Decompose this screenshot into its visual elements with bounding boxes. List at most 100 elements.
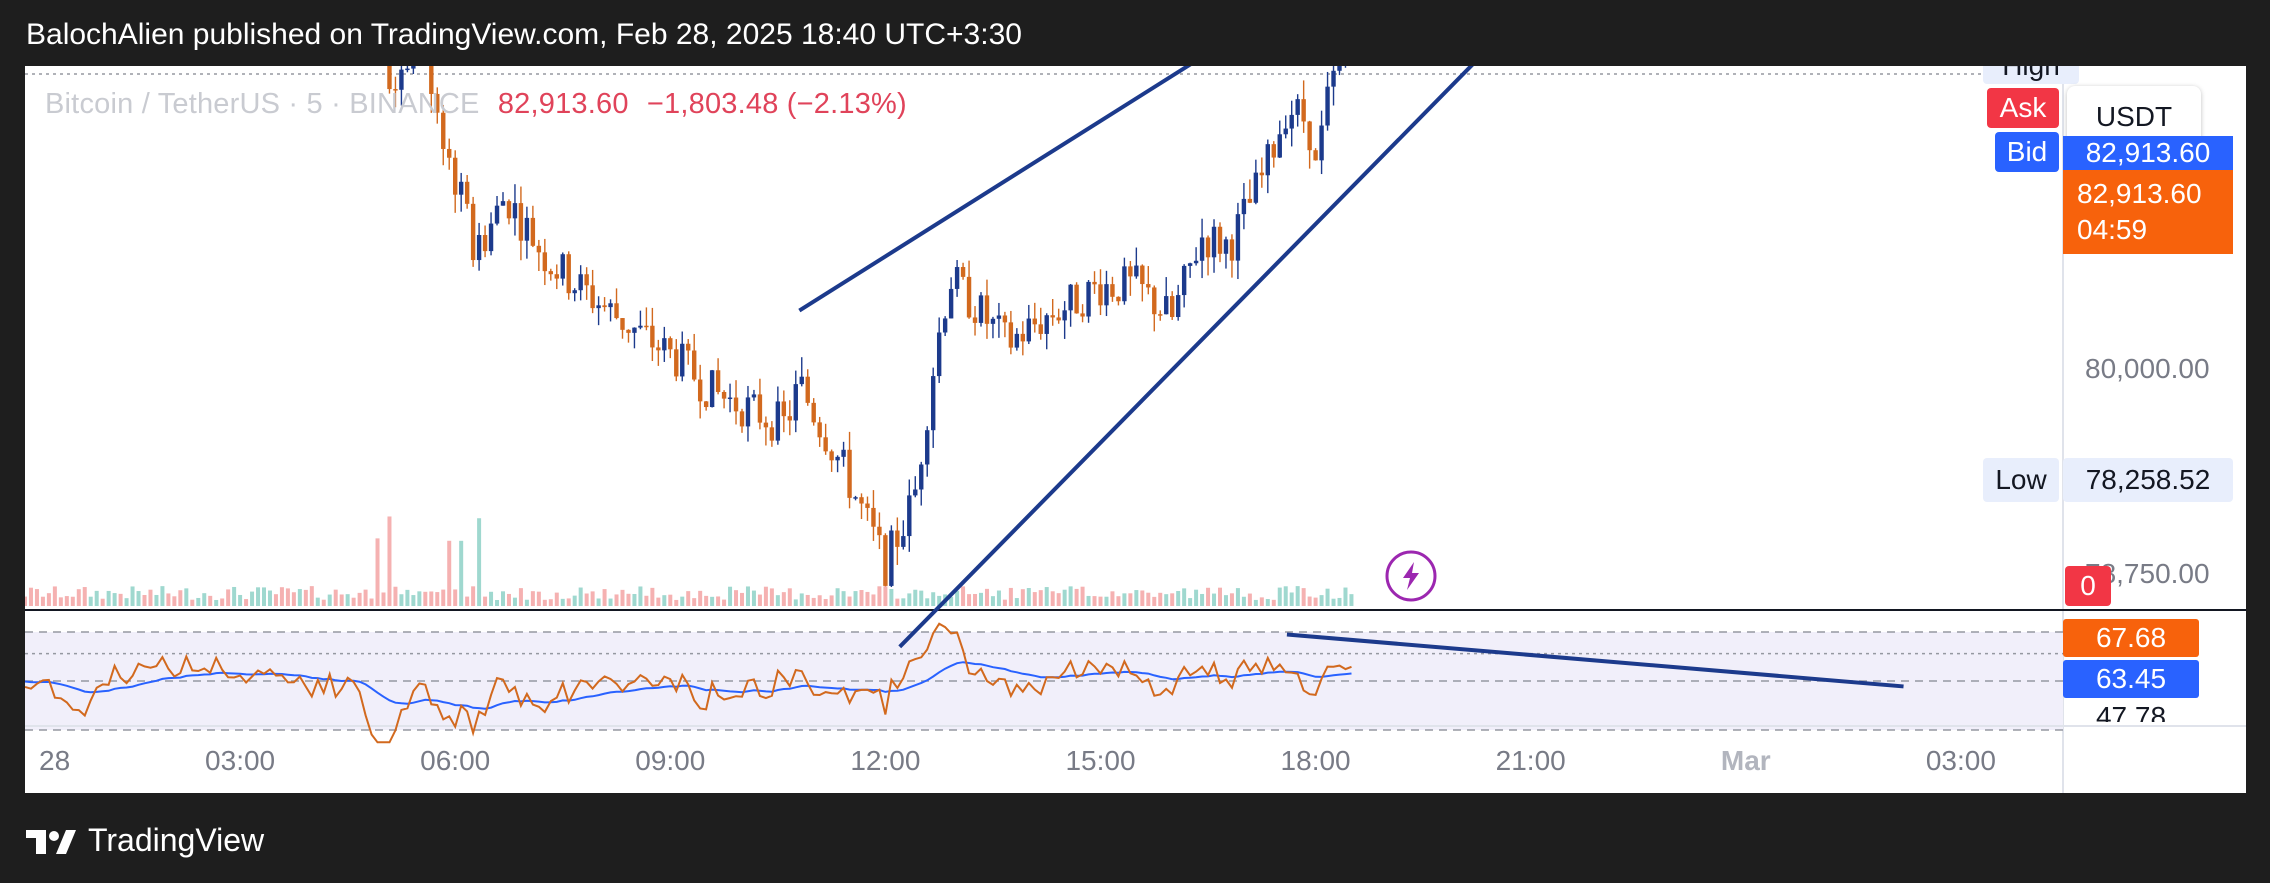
volume-bar	[973, 593, 978, 606]
volume-bar	[859, 590, 864, 606]
candle-body	[727, 397, 733, 400]
candle-body	[1116, 296, 1121, 302]
volume-bar	[357, 592, 362, 606]
volume-bar	[1110, 591, 1115, 606]
volume-bar	[925, 598, 930, 606]
volume-bar	[483, 596, 488, 606]
volume-bar	[955, 590, 960, 606]
volume-bar	[524, 599, 529, 606]
candle-body	[883, 535, 888, 586]
volume-bar	[1032, 592, 1037, 606]
volume-bar	[1307, 596, 1312, 606]
volume-bar	[333, 589, 338, 606]
candle-body	[1140, 265, 1145, 285]
chart-container[interactable]: 80,000.00 78,750.00 28 03:00 06:00 09:00 12:00…	[25, 66, 2246, 793]
volume-bar	[931, 592, 936, 606]
volume-bar	[578, 587, 583, 606]
candle-body	[536, 245, 542, 253]
trendline[interactable]	[798, 66, 1932, 313]
candle-body	[566, 254, 571, 294]
candle-body	[494, 205, 500, 224]
price-tick-label: 80,000.00	[2085, 353, 2210, 384]
volume-bar	[1122, 593, 1127, 606]
volume-bar	[1074, 588, 1079, 606]
last-price-value: 82,913.60	[2077, 178, 2202, 209]
volume-bar	[112, 593, 117, 606]
volume-bar	[142, 594, 147, 606]
candle-body	[901, 536, 906, 547]
volume-bar	[1283, 586, 1288, 606]
volume-bar	[823, 599, 828, 606]
volume-bar	[303, 589, 308, 606]
volume-bar	[590, 591, 595, 606]
candle-body	[530, 217, 536, 246]
volume-bar	[196, 597, 201, 606]
volume-bar	[130, 586, 135, 606]
legend-symbol[interactable]: Bitcoin / TetherUS · 5 · BINANCE	[45, 88, 480, 120]
trendline[interactable]	[898, 66, 1932, 649]
candle-body	[1050, 315, 1055, 318]
volume-bar	[1044, 587, 1049, 606]
candle-body	[1110, 284, 1115, 297]
candle-body	[1098, 284, 1103, 306]
volume-bar	[548, 599, 553, 606]
candle-body	[751, 394, 757, 398]
candle-body	[817, 422, 822, 438]
candle-body	[799, 376, 804, 385]
volume-bar	[339, 594, 344, 606]
volume-bar	[751, 590, 756, 606]
volume-bar	[202, 593, 207, 606]
volume-bar	[716, 596, 721, 606]
volume-bar	[1206, 587, 1211, 606]
candle-body	[847, 449, 852, 498]
volume-bar	[495, 599, 500, 606]
volume-bar	[793, 599, 798, 606]
volume-bar	[1331, 598, 1336, 606]
candle-body	[781, 401, 787, 417]
candle-body	[1122, 266, 1127, 302]
volume-bar	[1002, 599, 1007, 606]
candle-body	[972, 317, 978, 323]
volume-bar	[40, 596, 45, 606]
candle-body	[1259, 172, 1265, 176]
candle-body	[739, 411, 745, 427]
candle-body	[542, 252, 548, 272]
candle-body	[978, 295, 984, 323]
volume-bar	[1218, 587, 1222, 606]
volume-bar	[602, 589, 607, 606]
volume-bar	[1026, 588, 1031, 606]
candle-body	[411, 66, 416, 69]
candle-body	[500, 201, 506, 206]
rsi-line	[25, 622, 1352, 744]
candle-body	[512, 203, 518, 219]
volume-bar	[315, 597, 320, 606]
volume-bar	[453, 589, 458, 606]
candle-body	[889, 530, 894, 586]
volume-bar	[1140, 590, 1145, 606]
time-tick-label: 18:00	[1281, 745, 1351, 776]
volume-bar	[256, 587, 261, 606]
volume-bar	[829, 595, 834, 606]
volume-bar	[297, 589, 302, 606]
volume-badge: 0	[2065, 566, 2111, 606]
rsi-trendline[interactable]	[1286, 632, 1904, 689]
volume-bar	[674, 599, 679, 606]
candle-body	[793, 384, 798, 421]
candle-body	[984, 295, 990, 324]
candle-body	[548, 271, 553, 275]
volume-bar	[919, 590, 924, 606]
volume-bar	[728, 586, 733, 606]
candle-body	[656, 347, 661, 351]
candle-body	[614, 303, 619, 319]
candle-body	[907, 495, 912, 537]
volume-bar	[208, 595, 213, 606]
volume-bar	[572, 595, 577, 606]
volume-bar	[1116, 596, 1121, 606]
volume-bar	[447, 540, 452, 606]
volume-bar	[220, 598, 225, 606]
candle-body	[1331, 70, 1336, 87]
candle-body	[763, 422, 769, 428]
footer-brand[interactable]: TradingView	[26, 822, 264, 859]
candle-body	[482, 235, 488, 252]
